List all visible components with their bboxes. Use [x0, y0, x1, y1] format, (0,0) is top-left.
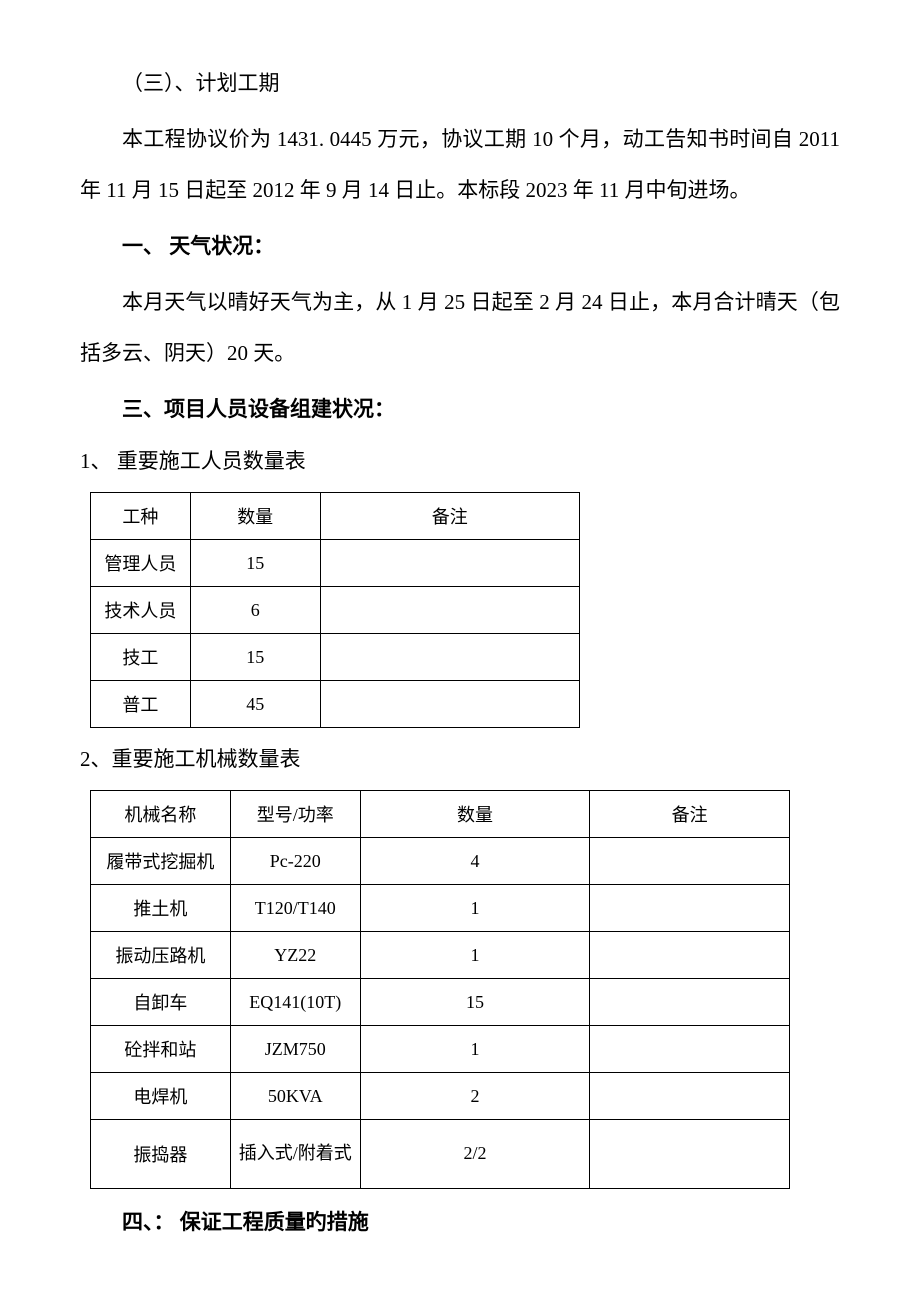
cell: 推土机 — [91, 885, 231, 932]
section-4-title: 四、： 保证工程质量旳措施 — [80, 1199, 840, 1245]
cell: 6 — [190, 587, 320, 634]
col-header: 数量 — [360, 791, 590, 838]
table-row: 技工 15 — [91, 634, 580, 681]
col-header: 机械名称 — [91, 791, 231, 838]
section-3-title: （三）、计划工期 — [80, 60, 840, 106]
col-header: 备注 — [320, 493, 579, 540]
cell: 砼拌和站 — [91, 1026, 231, 1073]
cell: EQ141(10T) — [230, 979, 360, 1026]
cell — [590, 979, 790, 1026]
cell — [590, 838, 790, 885]
cell: 45 — [190, 681, 320, 728]
cell: 15 — [190, 634, 320, 681]
cell: 2/2 — [360, 1120, 590, 1189]
col-header: 工种 — [91, 493, 191, 540]
cell: 自卸车 — [91, 979, 231, 1026]
cell — [320, 587, 579, 634]
table-row: 推土机 T120/T140 1 — [91, 885, 790, 932]
cell: 电焊机 — [91, 1073, 231, 1120]
table-row: 振捣器 插入式/附着式 2/2 — [91, 1120, 790, 1189]
table-row: 普工 45 — [91, 681, 580, 728]
table-row: 自卸车 EQ141(10T) 15 — [91, 979, 790, 1026]
cell: 振动压路机 — [91, 932, 231, 979]
cell: 管理人员 — [91, 540, 191, 587]
table-row: 履带式挖掘机 Pc-220 4 — [91, 838, 790, 885]
cell — [590, 1026, 790, 1073]
cell — [590, 932, 790, 979]
cell: 普工 — [91, 681, 191, 728]
cell: 4 — [360, 838, 590, 885]
table-row: 振动压路机 YZ22 1 — [91, 932, 790, 979]
table-row: 管理人员 15 — [91, 540, 580, 587]
personnel-table-caption: 1、 重要施工人员数量表 — [80, 440, 840, 482]
cell: 15 — [360, 979, 590, 1026]
cell: T120/T140 — [230, 885, 360, 932]
table-row: 电焊机 50KVA 2 — [91, 1073, 790, 1120]
machinery-table: 机械名称 型号/功率 数量 备注 履带式挖掘机 Pc-220 4 推土机 T12… — [90, 790, 790, 1189]
cell — [590, 1120, 790, 1189]
col-header: 型号/功率 — [230, 791, 360, 838]
cell: 振捣器 — [91, 1120, 231, 1189]
table-header-row: 工种 数量 备注 — [91, 493, 580, 540]
cell: 插入式/附着式 — [230, 1120, 360, 1189]
cell: 1 — [360, 932, 590, 979]
cell: 1 — [360, 885, 590, 932]
section-3b-title: 三、项目人员设备组建状况： — [80, 386, 840, 432]
cell: 15 — [190, 540, 320, 587]
cell — [590, 885, 790, 932]
cell: 50KVA — [230, 1073, 360, 1120]
cell: 履带式挖掘机 — [91, 838, 231, 885]
section-1-title: 一、 天气状况： — [80, 223, 840, 269]
cell: YZ22 — [230, 932, 360, 979]
cell: 2 — [360, 1073, 590, 1120]
cell: 技工 — [91, 634, 191, 681]
cell — [590, 1073, 790, 1120]
section-3-body: 本工程协议价为 1431. 0445 万元，协议工期 10 个月，动工告知书时间… — [80, 114, 840, 215]
cell: Pc-220 — [230, 838, 360, 885]
section-1-body: 本月天气以晴好天气为主，从 1 月 25 日起至 2 月 24 日止，本月合计晴… — [80, 277, 840, 378]
cell — [320, 540, 579, 587]
cell: 技术人员 — [91, 587, 191, 634]
table-row: 砼拌和站 JZM750 1 — [91, 1026, 790, 1073]
cell — [320, 681, 579, 728]
table-header-row: 机械名称 型号/功率 数量 备注 — [91, 791, 790, 838]
col-header: 数量 — [190, 493, 320, 540]
table-row: 技术人员 6 — [91, 587, 580, 634]
col-header: 备注 — [590, 791, 790, 838]
cell — [320, 634, 579, 681]
personnel-table: 工种 数量 备注 管理人员 15 技术人员 6 技工 15 普工 45 — [90, 492, 580, 728]
cell: JZM750 — [230, 1026, 360, 1073]
cell: 1 — [360, 1026, 590, 1073]
machinery-table-caption: 2、重要施工机械数量表 — [80, 738, 840, 780]
